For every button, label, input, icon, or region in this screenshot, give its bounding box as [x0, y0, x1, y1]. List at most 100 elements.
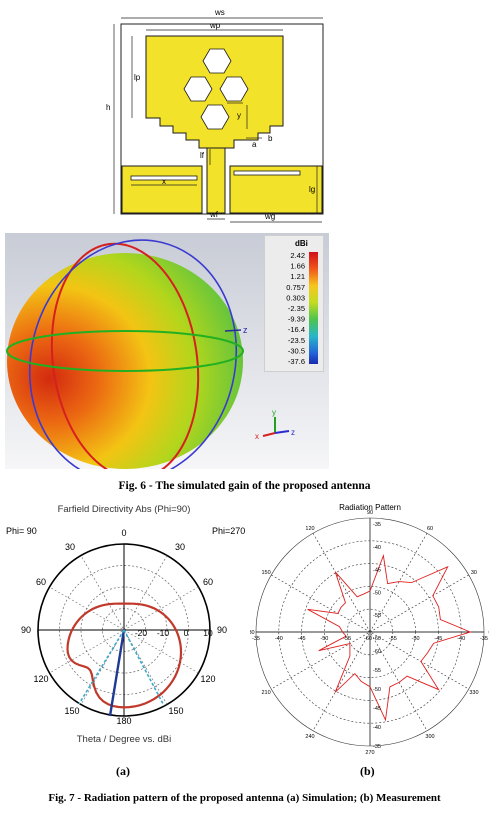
radial-label-4: 10 — [203, 628, 213, 638]
axis-z-label: z — [243, 325, 248, 335]
angle-120-left: 120 — [33, 674, 48, 684]
label-lg: lg — [309, 185, 315, 194]
hr-tick-2: -45 — [434, 636, 442, 642]
beam-edge-right — [123, 629, 165, 707]
bottom-tick-3: -45 — [373, 706, 381, 712]
angle-label-120: 120 — [305, 526, 314, 532]
radial-label-1: -20 — [135, 628, 148, 638]
radial-label-2: -10 — [157, 628, 170, 638]
label-b: b — [268, 134, 273, 143]
legend-value-5: -2.35 — [288, 304, 305, 313]
angle-180: 180 — [116, 716, 131, 726]
bottom-tick-2: -50 — [373, 687, 381, 693]
simulated-pattern — [66, 602, 183, 709]
angle-label-180: 180 — [250, 630, 255, 636]
angle-label-210: 210 — [261, 690, 270, 696]
angle-120-right: 120 — [200, 674, 215, 684]
hr-tick-4: -35 — [480, 636, 488, 642]
angle-label-270: 270 — [365, 750, 374, 756]
angle-label-30: 30 — [471, 570, 477, 576]
top-tick-3: -50 — [373, 590, 381, 596]
beam-edge-left — [78, 629, 125, 705]
label-lp: lp — [134, 73, 141, 82]
ground-slot-left — [130, 175, 198, 181]
legend-value-7: -16.4 — [288, 325, 305, 334]
label-wf: wf — [209, 210, 219, 219]
legend-value-2: 1.21 — [290, 272, 305, 281]
top-tick-1: -40 — [373, 545, 381, 551]
fig7a-xlabel: Theta / Degree vs. dBi — [77, 734, 172, 745]
ground-left — [121, 165, 203, 214]
angle-90-right: 90 — [217, 625, 227, 635]
fig7-caption: Fig. 7 - Radiation pattern of the propos… — [48, 792, 441, 804]
spoke-b-150 — [271, 574, 469, 690]
gain-legend: dBi 2.42 1.66 1.21 0.757 0.303 -2.35 -9.39 -16.… — [264, 235, 324, 372]
legend-title: dBi — [295, 239, 308, 248]
label-y: y — [237, 111, 241, 120]
angle-150-left: 150 — [64, 706, 79, 716]
radial-label-3: 0 — [184, 628, 189, 638]
legend-value-0: 2.42 — [290, 251, 305, 260]
label-a: a — [252, 140, 257, 149]
fig6-caption: Fig. 6 - The simulated gain of the propo… — [118, 480, 371, 492]
angle-150-right: 150 — [168, 706, 183, 716]
hr-tick-0: -55 — [389, 636, 397, 642]
fig7b-title: Radiation Pattern — [339, 503, 401, 512]
ground-slot-right — [233, 170, 301, 176]
angle-60-right: 60 — [203, 577, 213, 587]
measured-pattern — [307, 553, 472, 722]
angle-30-left: 30 — [65, 542, 75, 552]
angle-90-left: 90 — [21, 625, 31, 635]
main-lobe-line — [108, 629, 126, 717]
label-x: x — [162, 177, 166, 186]
bottom-tick-0: -60 — [373, 649, 381, 655]
bottom-tick-1: -55 — [373, 668, 381, 674]
red-great-circle — [50, 242, 200, 469]
angle-label-300: 300 — [425, 734, 434, 740]
polar-measurement-figure: Radiation Pattern 9060300330300270240210… — [250, 503, 489, 756]
hl-tick-4: -55 — [343, 636, 351, 642]
legend-value-10: -37.6 — [288, 357, 305, 366]
angle-label-60: 60 — [427, 526, 433, 532]
label-wp: wp — [209, 21, 221, 30]
top-tick-5: -60 — [373, 636, 381, 642]
legend-value-4: 0.303 — [286, 293, 305, 302]
label-lf: lf — [200, 151, 205, 160]
antenna-geometry-figure: ws wp lp h y a b lf x lg wf wg — [106, 8, 324, 223]
angle-label-150: 150 — [261, 570, 270, 576]
fig7a-sub-label: (a) — [116, 764, 130, 778]
hexagon-slot-left — [183, 76, 213, 102]
fig7a-phi-right: Phi=270 — [212, 526, 245, 536]
hexagon-slot-right — [219, 76, 249, 102]
triad-x-label: x — [255, 432, 259, 441]
triad-z-label: z — [291, 428, 295, 437]
top-tick-0: -35 — [373, 522, 381, 528]
top-tick-2: -45 — [373, 568, 381, 574]
legend-value-8: -23.5 — [288, 336, 305, 345]
main-beam-markers — [78, 629, 165, 717]
fig7a-title: Farfield Directivity Abs (Phi=90) — [58, 504, 191, 515]
color-bar — [309, 252, 318, 364]
angle-0: 0 — [121, 528, 126, 538]
bottom-tick-4: -40 — [373, 725, 381, 731]
hr-tick-1: -50 — [412, 636, 420, 642]
legend-value-3: 0.757 — [286, 283, 305, 292]
center-tick: -60 — [364, 636, 372, 642]
fig7b-sub-label: (b) — [360, 764, 375, 778]
polar-grid-b — [255, 517, 485, 747]
z-axis — [224, 329, 242, 332]
hl-tick-2: -45 — [298, 636, 306, 642]
triad-y-label: y — [272, 408, 276, 417]
label-h: h — [106, 103, 110, 112]
hexagon-slot-top — [202, 48, 232, 74]
polar-simulation-figure: Farfield Directivity Abs (Phi=90) Phi= 9… — [6, 504, 245, 745]
angle-60-left: 60 — [36, 577, 46, 587]
feed-line — [206, 147, 226, 214]
blue-great-circle — [28, 239, 238, 469]
hr-tick-3: -40 — [457, 636, 465, 642]
legend-value-1: 1.66 — [290, 262, 305, 271]
fig7a-phi-left: Phi= 90 — [6, 526, 37, 536]
legend-value-9: -30.5 — [288, 346, 305, 355]
hl-tick-3: -50 — [320, 636, 328, 642]
bottom-tick-5: -35 — [373, 744, 381, 750]
